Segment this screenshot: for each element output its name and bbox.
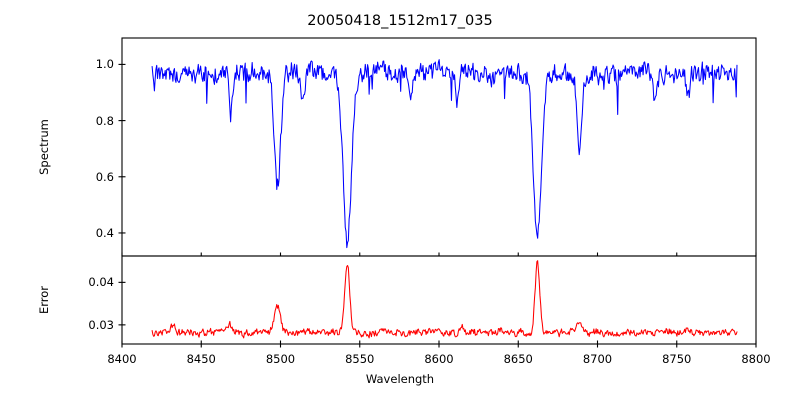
xtick-label-8550: 8550 bbox=[345, 352, 375, 366]
xtick-label-8750: 8750 bbox=[662, 352, 692, 366]
xtick-label-8500: 8500 bbox=[265, 352, 296, 366]
figure-title: 20050418_1512m17_035 bbox=[307, 13, 493, 29]
xtick-label-8650: 8650 bbox=[503, 352, 533, 366]
error-panel bbox=[118, 255, 757, 348]
ytick-label-1: 1.0 bbox=[95, 57, 114, 72]
xtick-label-8700: 8700 bbox=[582, 352, 613, 366]
spectrum-panel-ylabel: Spectrum bbox=[37, 119, 51, 175]
ytick-label-0.04: 0.04 bbox=[88, 275, 114, 290]
error-panel-trace bbox=[151, 260, 738, 339]
ytick-label-0.8: 0.8 bbox=[95, 113, 114, 128]
ytick-label-0.4: 0.4 bbox=[95, 225, 114, 240]
xtick-label-8800: 8800 bbox=[741, 352, 771, 366]
ytick-label-0.6: 0.6 bbox=[95, 169, 114, 184]
ytick-label-0.03: 0.03 bbox=[88, 317, 114, 332]
xtick-label-8400: 8400 bbox=[107, 352, 137, 366]
spectrum-panel-trace bbox=[151, 59, 738, 249]
xlabel: Wavelength bbox=[365, 372, 435, 386]
xtick-label-8600: 8600 bbox=[424, 352, 454, 366]
spectrum-panel bbox=[118, 37, 757, 257]
error-panel-ylabel: Error bbox=[37, 285, 51, 315]
xtick-label-8450: 8450 bbox=[186, 352, 216, 366]
